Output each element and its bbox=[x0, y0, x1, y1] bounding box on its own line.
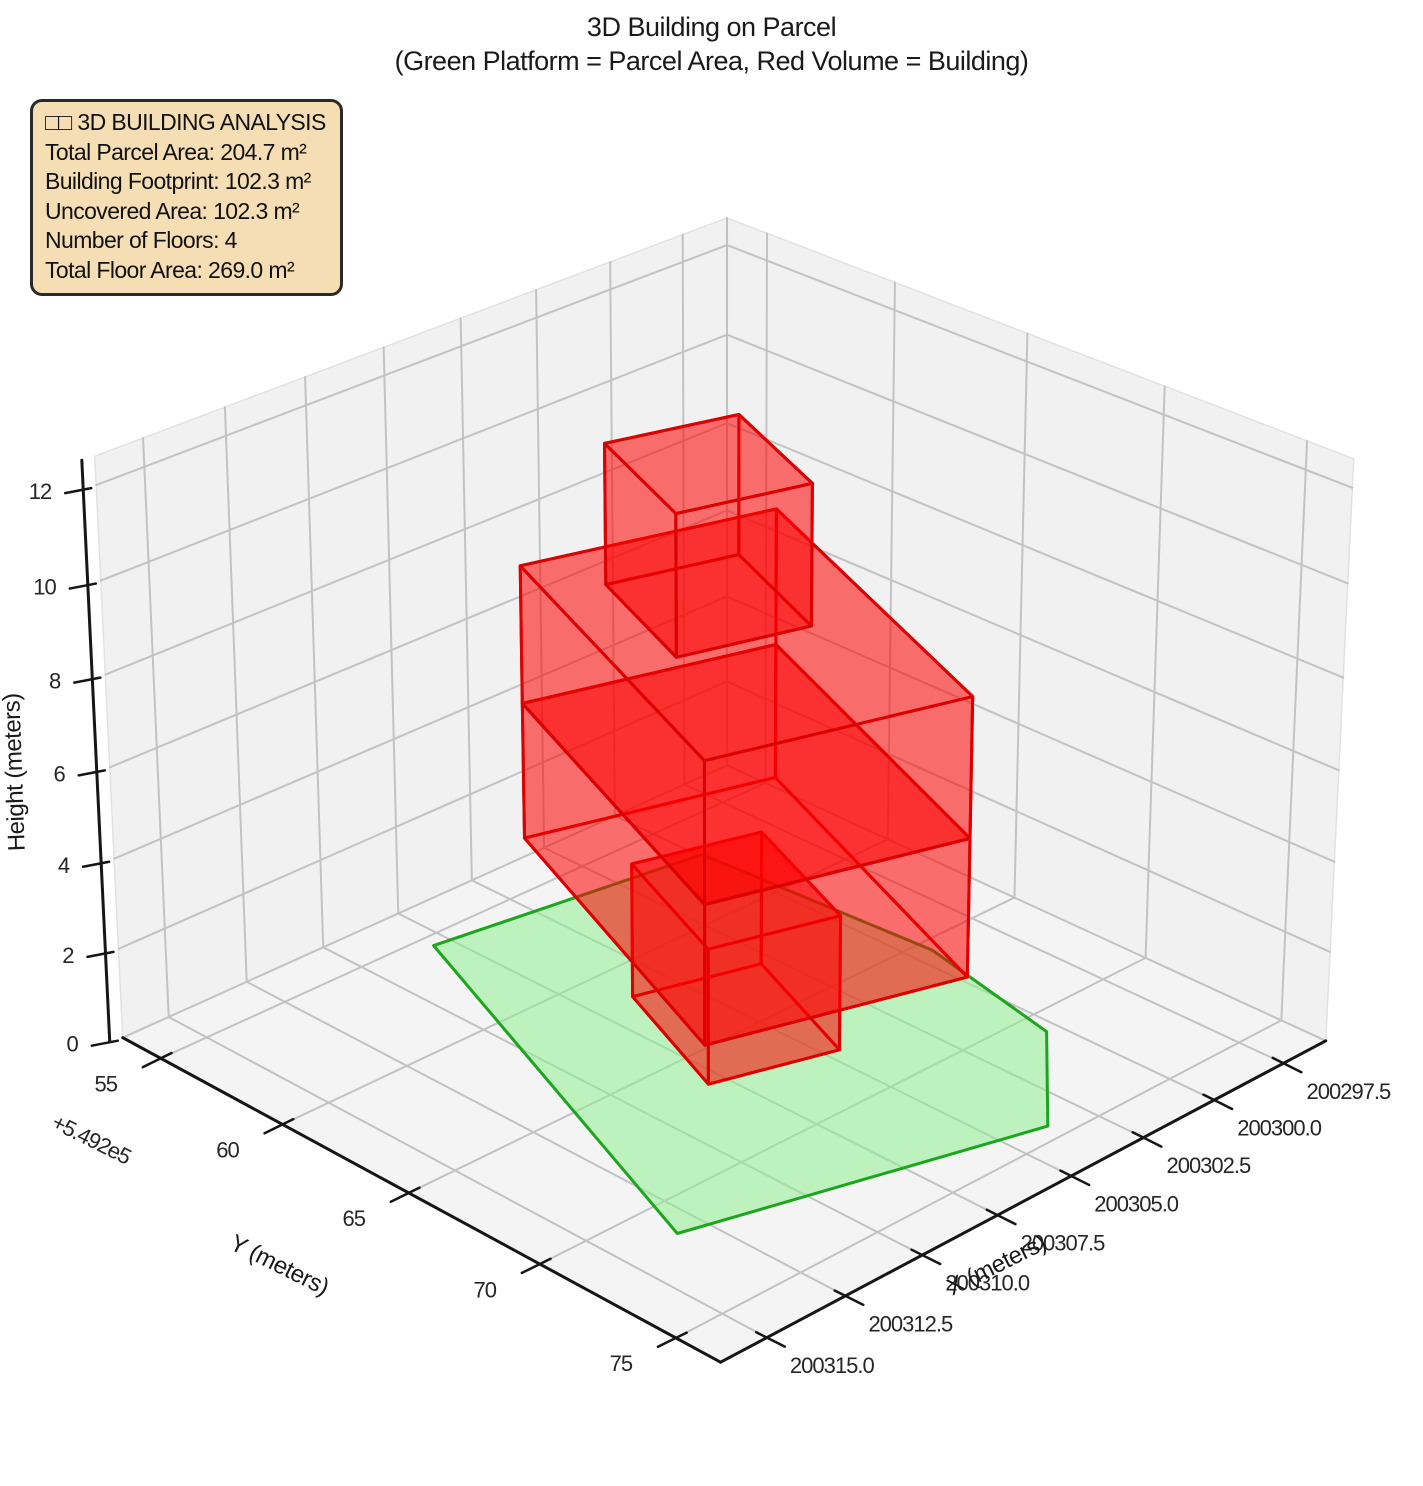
x-tick-label: 200315.0 bbox=[790, 1353, 875, 1378]
grid-line-y-wall bbox=[1013, 332, 1029, 899]
z-tick-label: 10 bbox=[33, 575, 56, 600]
y-tick-label: 70 bbox=[474, 1277, 497, 1302]
x-tick-label: 200310.0 bbox=[945, 1271, 1030, 1296]
y-tick bbox=[520, 1257, 552, 1275]
x-tick bbox=[1059, 1169, 1091, 1187]
grid-line-x-wall bbox=[223, 406, 248, 983]
info-line-uncovered: Uncovered Area: 102.3 m² bbox=[45, 197, 300, 224]
z-tick bbox=[77, 769, 107, 777]
chart-title-line2: (Green Platform = Parcel Area, Red Volum… bbox=[394, 46, 1029, 76]
grid-line-y-wall bbox=[764, 232, 769, 784]
z-tick bbox=[90, 1039, 119, 1047]
info-line-parcel-area: Total Parcel Area: 204.7 m² bbox=[45, 138, 307, 165]
y-tick bbox=[141, 1051, 173, 1069]
x-tick bbox=[754, 1330, 787, 1348]
grid-line-x-wall bbox=[382, 346, 400, 915]
info-line-footprint: Building Footprint: 102.3 m² bbox=[45, 168, 311, 194]
y-tick bbox=[656, 1331, 688, 1349]
z-tick-label: 4 bbox=[58, 853, 70, 878]
x-tick-label: 200300.0 bbox=[1237, 1116, 1322, 1141]
y-tick bbox=[389, 1186, 421, 1204]
x-tick bbox=[1271, 1056, 1303, 1074]
grid-line-y-wall bbox=[1280, 439, 1309, 1022]
z-axis-title: Height (meters) bbox=[0, 693, 31, 852]
grid-line-y-floor bbox=[674, 1019, 1283, 1339]
z-tick bbox=[63, 486, 93, 495]
grid-line-z-left-wall bbox=[108, 509, 728, 769]
x-tick bbox=[985, 1208, 1017, 1226]
z-tick-label: 6 bbox=[54, 761, 66, 786]
grid-line-x-wall bbox=[609, 260, 616, 817]
grid-line-x-floor bbox=[683, 783, 1285, 1065]
grid-line-z-left-wall bbox=[104, 422, 728, 676]
grid-line-x-wall bbox=[304, 375, 325, 949]
building-face-floor-1 bbox=[706, 914, 843, 1086]
grid-line-y-floor bbox=[159, 781, 767, 1060]
info-line-floor-area: Total Floor Area: 269.0 m² bbox=[45, 256, 295, 283]
grid-line-z-right-wall bbox=[725, 764, 1327, 1042]
grid-line-z-left-wall bbox=[117, 680, 728, 950]
z-tick-label: 8 bbox=[49, 669, 61, 694]
x-axis-line bbox=[719, 1039, 1328, 1364]
parcel-polygon bbox=[432, 853, 1050, 1235]
y-axis-offset-text: +5.492e5 bbox=[48, 1109, 135, 1169]
x-tick bbox=[1202, 1093, 1234, 1111]
z-tick-label: 0 bbox=[66, 1032, 78, 1057]
grid-line-x-floor bbox=[167, 1015, 768, 1339]
z-tick bbox=[68, 582, 98, 590]
grid-line-z-left-wall bbox=[95, 244, 729, 487]
building-face-floor-4 bbox=[674, 481, 814, 659]
y-tick-label: 65 bbox=[342, 1206, 365, 1231]
z-tick-label: 2 bbox=[62, 943, 74, 968]
z-axis-line bbox=[80, 458, 112, 1044]
analysis-info-box: □□ 3D BUILDING ANALYSIS Total Parcel Are… bbox=[30, 99, 343, 296]
y-tick-label: 75 bbox=[610, 1351, 633, 1376]
grid-line-z-left-wall bbox=[121, 764, 728, 1039]
y-tick-label: 60 bbox=[216, 1138, 239, 1163]
grid-line-y-wall bbox=[1144, 385, 1166, 959]
grid-line-x-wall bbox=[681, 233, 686, 786]
z-tick bbox=[86, 950, 115, 959]
z-tick-label: 12 bbox=[29, 479, 52, 504]
chart-title: 3D Building on Parcel (Green Platform = … bbox=[0, 10, 1423, 78]
x-tick-label: 200302.5 bbox=[1166, 1153, 1251, 1178]
grid-line-z-right-wall bbox=[726, 244, 1354, 489]
x-tick-label: 200307.5 bbox=[1021, 1231, 1106, 1256]
x-tick-label: 200312.5 bbox=[868, 1311, 953, 1336]
grid-line-z-right-wall bbox=[725, 422, 1345, 679]
grid-line-x-wall bbox=[535, 288, 546, 849]
z-tick bbox=[73, 676, 102, 684]
x-tick-label: 200297.5 bbox=[1307, 1079, 1392, 1104]
grid-line-x-floor bbox=[245, 980, 847, 1297]
chart-title-line1: 3D Building on Parcel bbox=[586, 12, 837, 42]
grid-line-x-wall bbox=[142, 437, 170, 1018]
info-line-floors: Number of Floors: 4 bbox=[45, 227, 237, 253]
grid-line-z-right-wall bbox=[725, 680, 1332, 953]
grid-line-x-wall bbox=[459, 317, 473, 882]
x-tick bbox=[833, 1289, 865, 1307]
grid-line-y-wall bbox=[886, 281, 896, 841]
y-tick bbox=[263, 1117, 295, 1135]
x-tick bbox=[910, 1248, 942, 1266]
grid-line-z-right-wall bbox=[725, 509, 1340, 772]
grid-line-z-left-wall bbox=[99, 333, 729, 582]
grid-line-z-right-wall bbox=[725, 595, 1336, 863]
grid-line-z-left-wall bbox=[113, 595, 728, 860]
x-tick bbox=[1131, 1130, 1163, 1148]
x-tick-label: 200305.0 bbox=[1094, 1192, 1179, 1217]
y-tick-label: 55 bbox=[94, 1072, 117, 1097]
grid-line-z-right-wall bbox=[726, 333, 1349, 585]
info-header: □□ 3D BUILDING ANALYSIS bbox=[45, 109, 326, 135]
y-axis-title: Y (meters) bbox=[226, 1229, 333, 1301]
z-tick bbox=[81, 860, 111, 869]
y-axis-line bbox=[121, 1036, 723, 1364]
building-face-floor-3 bbox=[702, 695, 975, 907]
